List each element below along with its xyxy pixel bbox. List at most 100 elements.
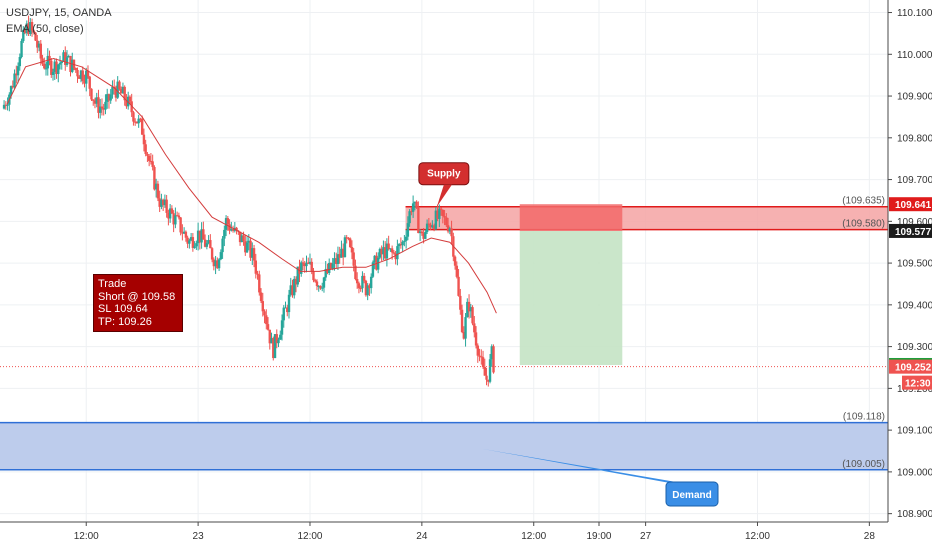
candle-body xyxy=(41,58,44,64)
candle-body xyxy=(186,237,189,244)
candle-body xyxy=(385,243,389,259)
candle-body xyxy=(235,227,238,231)
candle-body xyxy=(76,69,79,77)
candle-body xyxy=(182,231,186,234)
candle-body xyxy=(347,237,350,239)
candle-body xyxy=(39,43,42,59)
candle-body xyxy=(383,247,387,259)
candle-body xyxy=(95,97,98,104)
candle-body xyxy=(55,61,58,74)
candle-body xyxy=(457,276,460,296)
trade-note-entry: Short @ 109.58 xyxy=(98,290,176,303)
candle-body xyxy=(27,23,30,34)
candle-body xyxy=(191,237,195,248)
candle-body xyxy=(36,40,39,48)
candle-body xyxy=(265,315,268,325)
candle-body xyxy=(247,240,251,243)
candle-body xyxy=(118,81,121,90)
candle-body xyxy=(20,40,23,57)
candle-body xyxy=(140,118,144,135)
candle-body xyxy=(172,213,175,225)
candle-body xyxy=(53,61,56,72)
price-tick-label: 109.900 xyxy=(897,92,932,103)
candle-body xyxy=(179,217,182,233)
candle-body xyxy=(23,29,27,33)
price-tick-label: 110.000 xyxy=(897,50,932,61)
candle-body xyxy=(79,70,83,79)
candle-body xyxy=(464,317,467,339)
candle-body xyxy=(158,198,161,207)
candle-body xyxy=(32,30,35,33)
candle-body xyxy=(29,22,32,34)
candle-body xyxy=(289,285,292,295)
zones-layer xyxy=(0,204,888,471)
ema-line xyxy=(6,57,497,314)
candle-body xyxy=(153,167,156,190)
candle-body xyxy=(296,266,299,285)
supply-high-label: (109.635) xyxy=(842,196,885,207)
candle-body xyxy=(106,94,109,102)
time-tick-label: 12:00 xyxy=(521,531,546,542)
candle-body xyxy=(261,301,264,312)
time-tick-label: 12:00 xyxy=(297,531,322,542)
candle-body xyxy=(441,209,445,216)
candle-body xyxy=(71,59,74,72)
candle-body xyxy=(174,215,177,225)
candle-body xyxy=(97,97,100,113)
candle-body xyxy=(291,285,294,296)
trade-note[interactable]: Trade Short @ 109.58 SL 109.64 TP: 109.2… xyxy=(93,274,183,332)
candle-body xyxy=(135,121,139,124)
candle-body xyxy=(282,307,285,321)
candle-body xyxy=(436,210,439,219)
position-stop-area xyxy=(519,204,623,231)
candle-body xyxy=(102,108,105,110)
candle-body xyxy=(81,70,84,81)
candle-body xyxy=(373,255,376,263)
time-tick-label: 12:00 xyxy=(74,531,99,542)
candle-body xyxy=(333,258,336,264)
candle-body xyxy=(434,210,438,229)
candle-body xyxy=(88,76,91,89)
candle-body xyxy=(480,356,483,358)
candle-body xyxy=(319,285,322,289)
candle-body xyxy=(74,67,77,70)
candle-body xyxy=(93,100,97,104)
candle-body xyxy=(352,252,355,266)
candle-body xyxy=(188,240,191,244)
candle-body xyxy=(439,208,443,210)
candle-body xyxy=(279,334,282,340)
candle-body xyxy=(221,238,224,253)
candle-body xyxy=(329,262,333,269)
candle-body xyxy=(443,215,446,218)
candle-body xyxy=(189,237,193,241)
supply-low-label: (109.580) xyxy=(842,219,885,230)
candle-body xyxy=(85,70,88,84)
demand-high-label: (109.118) xyxy=(843,412,885,423)
candle-body xyxy=(354,265,357,280)
candle-body xyxy=(203,239,207,247)
candle-body xyxy=(371,262,375,277)
candle-body xyxy=(62,52,65,62)
time-tick-label: 27 xyxy=(640,531,652,542)
candle-body xyxy=(411,203,415,212)
candle-body xyxy=(404,236,408,241)
candle-body xyxy=(245,242,249,253)
candle-body xyxy=(273,334,277,359)
candle-body xyxy=(251,248,254,258)
candle-body xyxy=(312,270,315,281)
candle-body xyxy=(345,237,348,239)
demand-callout-box xyxy=(665,481,719,507)
price-tag-label: 109.577 xyxy=(895,227,932,238)
candle-body xyxy=(43,63,46,69)
candle-body xyxy=(16,66,20,76)
candle-body xyxy=(146,153,149,156)
candle-body xyxy=(485,375,488,380)
candle-body xyxy=(492,346,495,373)
price-tag xyxy=(889,197,932,212)
candle-body xyxy=(139,118,142,120)
candle-body xyxy=(287,294,291,313)
candle-body xyxy=(147,155,151,161)
candle-body xyxy=(364,280,368,296)
time-tick-label: 28 xyxy=(864,531,876,542)
